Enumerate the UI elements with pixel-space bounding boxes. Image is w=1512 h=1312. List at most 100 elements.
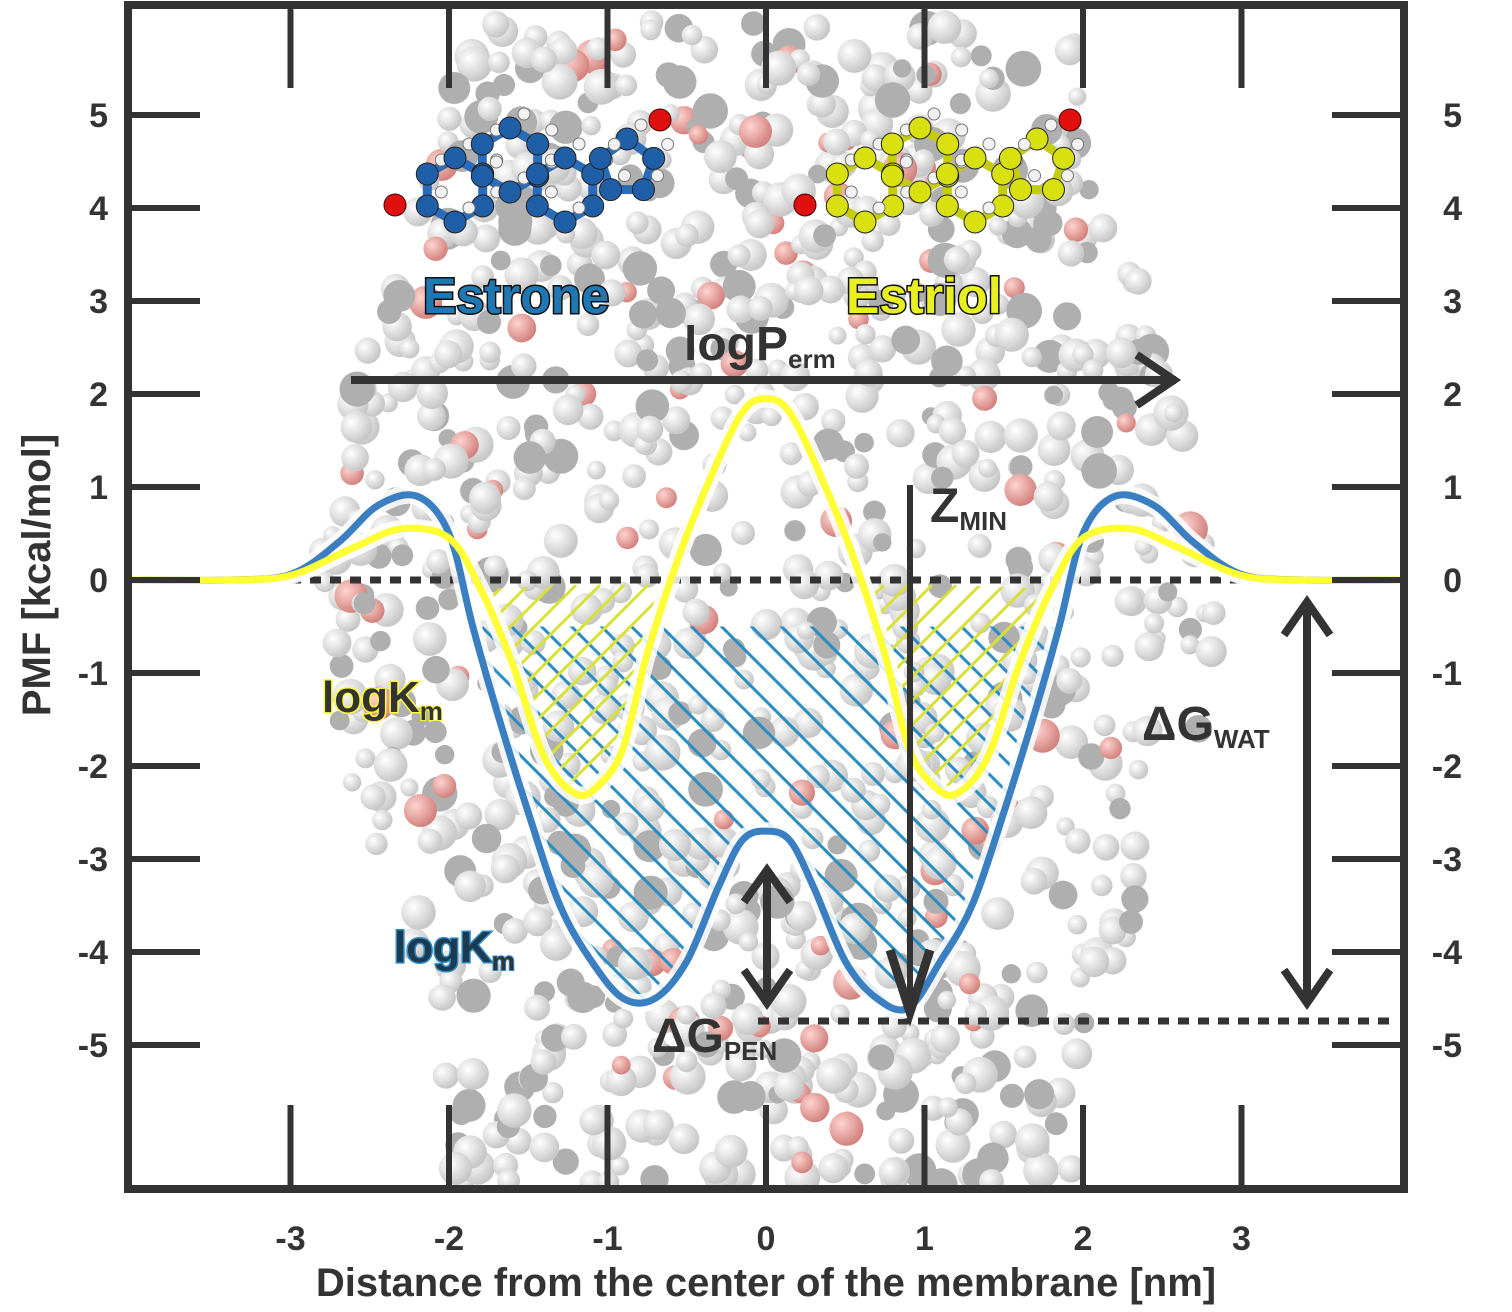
membrane-atom [843, 453, 870, 479]
membrane-atom [1158, 582, 1178, 602]
molecule-hydrogen [955, 123, 969, 137]
membrane-atom [1120, 863, 1147, 890]
membrane-atom [622, 464, 646, 488]
x-tick-label: -1 [592, 1220, 622, 1258]
membrane-atom [1057, 1155, 1086, 1183]
molecule-atom [525, 194, 549, 218]
membrane-atom [1008, 554, 1034, 580]
membrane-atom [586, 460, 606, 480]
membrane-atom [662, 406, 691, 435]
membrane-atom [610, 1156, 630, 1176]
membrane-atom [640, 19, 662, 41]
membrane-atom [636, 793, 665, 822]
membrane-atom [605, 1065, 637, 1097]
membrane-atom [750, 768, 771, 790]
membrane-atom [422, 458, 446, 481]
membrane-atom [471, 823, 502, 854]
membrane-atom [828, 326, 847, 345]
dgpen-label: ΔGPEN [652, 1010, 777, 1066]
membrane-atom [497, 1169, 521, 1189]
membrane-atom [1044, 1112, 1068, 1136]
membrane-atom [999, 1083, 1025, 1108]
membrane-atom [818, 1153, 849, 1184]
membrane-atom [959, 973, 981, 995]
membrane-atom [1033, 481, 1064, 512]
membrane-atom [1048, 880, 1078, 910]
membrane-atom [373, 748, 408, 782]
membrane-atom [1067, 914, 1087, 935]
membrane-atom [675, 1050, 698, 1073]
membrane-atom [502, 918, 528, 944]
membrane-atom [930, 1023, 960, 1054]
membrane-atom [1072, 344, 1094, 366]
molecule-hydrogen [1060, 169, 1074, 183]
membrane-atom [1119, 909, 1143, 934]
zmin-label: ZMIN [930, 480, 1007, 536]
dgwat-arrow [1280, 595, 1334, 1010]
membrane-atom [625, 211, 649, 235]
membrane-atom [868, 335, 897, 363]
y-tick-label-left: -3 [78, 841, 108, 879]
membrane-atom [731, 521, 755, 545]
x-axis-tick-labels: -3 -2 -1 0 1 2 3 [275, 1220, 1251, 1258]
x-axis-title: Distance from the center of the membrane… [316, 1261, 1216, 1305]
membrane-atom [1120, 831, 1150, 861]
membrane-atom [492, 73, 516, 97]
membrane-atom [614, 339, 643, 368]
membrane-atom [1109, 797, 1131, 820]
y-tick-label-right: 4 [1443, 190, 1462, 228]
membrane-atom [561, 1023, 587, 1050]
membrane-atom [675, 223, 699, 247]
membrane-atom [490, 854, 520, 884]
membrane-atom [1107, 386, 1134, 413]
molecule-atom [1041, 178, 1065, 202]
y-tick-label-left: -2 [78, 748, 108, 786]
estrone-pmf-curve [131, 491, 1401, 1014]
membrane-atom [779, 442, 803, 466]
membrane-atom [479, 341, 501, 364]
membrane-atom [704, 140, 737, 174]
membrane-atom [1164, 403, 1184, 423]
hatch-line [853, 583, 1052, 796]
membrane-atom [1116, 413, 1136, 433]
membrane-atom [399, 338, 420, 359]
membrane-atom [647, 276, 676, 305]
membrane-atom [614, 812, 639, 836]
hatch-line [1490, 585, 1512, 1065]
membrane-atom [970, 45, 992, 67]
hatch-line [678, 626, 1060, 1011]
membrane-atom [812, 428, 844, 461]
membrane-atom [377, 299, 402, 324]
membrane-atom [676, 1005, 697, 1025]
membrane-atom [1092, 833, 1120, 861]
membrane-atom [821, 408, 846, 433]
membrane-atom [1081, 416, 1114, 448]
membrane-atom [361, 686, 396, 720]
membrane-atom [877, 212, 901, 236]
membrane-atom [731, 1003, 764, 1036]
membrane-atom [355, 748, 376, 769]
membrane-atom [1004, 473, 1037, 506]
membrane-atom [1143, 613, 1165, 634]
x-tick-label: -2 [434, 1220, 464, 1258]
membrane-atom [868, 289, 894, 315]
membrane-atom [855, 324, 876, 345]
membrane-atom [1078, 743, 1105, 770]
membrane-atom [644, 734, 681, 771]
membrane-atom [700, 992, 727, 1019]
membrane-atom [854, 1163, 876, 1185]
molecule-atom [415, 194, 439, 218]
membrane-atom [581, 116, 601, 136]
membrane-atom [341, 443, 369, 472]
membrane-atom [750, 608, 783, 641]
membrane-atom [415, 596, 440, 620]
membrane-atom [813, 631, 841, 659]
membrane-atom [576, 313, 600, 337]
y-tick-label-left: -1 [78, 655, 108, 693]
membrane-atom [1053, 302, 1082, 331]
molecule-atom [443, 210, 467, 234]
membrane-atom [809, 90, 836, 118]
logperm-arrow [351, 351, 1182, 409]
molecule-atom [936, 132, 960, 156]
molecule-hydrogen [982, 137, 996, 151]
